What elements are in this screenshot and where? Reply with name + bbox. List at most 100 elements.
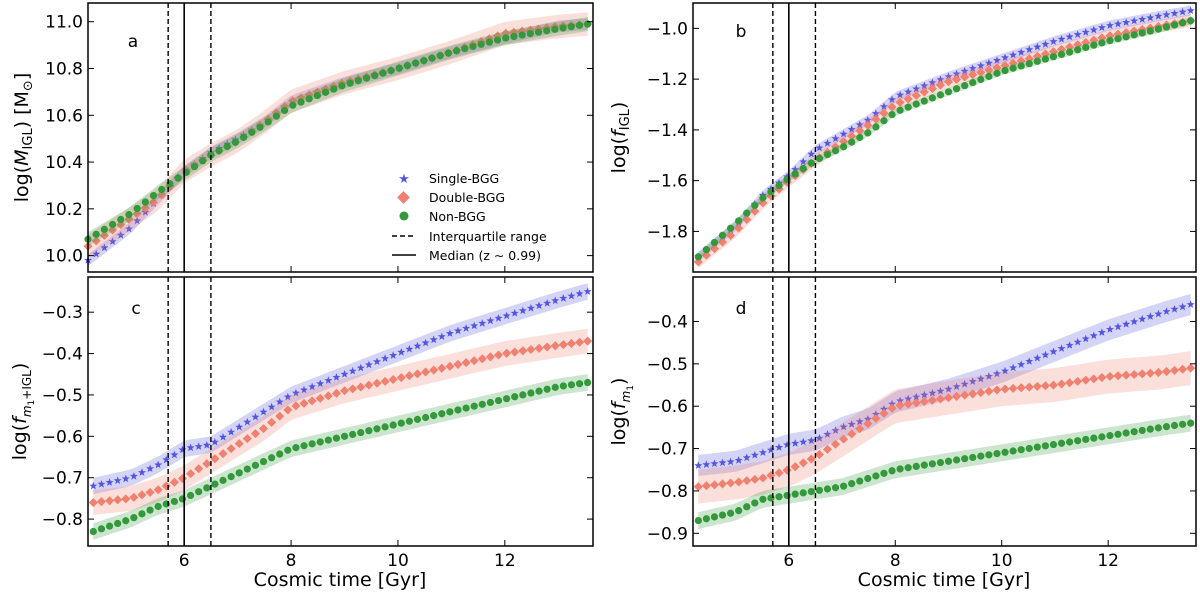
panel-a-single-point (116, 231, 125, 239)
panel-b-non-point (936, 91, 945, 99)
panel-b-non-point (953, 85, 961, 93)
legend-non-label: Non-BGG (429, 209, 486, 224)
panel-c-double-point (234, 439, 244, 449)
panel-b-non-point (1017, 62, 1025, 70)
panel-d-non-point (1154, 424, 1162, 432)
panel-d-non-point (1130, 428, 1138, 436)
panel-c-non-point (503, 395, 511, 403)
panel-c-non-point (519, 391, 527, 399)
panel-c-ytick-label: −0.6 (42, 427, 83, 447)
panel-a-non-point (215, 147, 223, 155)
panel-d-non-point (743, 503, 751, 511)
panel-c-frame (87, 276, 594, 547)
panel-a-double-point (116, 220, 126, 230)
panel-b-non-point (912, 100, 920, 108)
panel-c-single-point (121, 474, 130, 483)
panel-b-double-point (935, 80, 945, 90)
panel-b-non-point (1033, 57, 1041, 65)
panel-d-non-point (961, 455, 969, 463)
panel-d-single-point (807, 436, 816, 445)
panel-b-non-point (1066, 48, 1074, 56)
panel-d-xtick-label: 6 (783, 551, 794, 571)
panel-c-single-point (381, 354, 390, 362)
panel-b-single-point (1106, 21, 1114, 29)
panel-c-non-point (438, 410, 446, 418)
panel-a-non-point (485, 38, 493, 46)
panel-c-non-point (478, 400, 486, 408)
panel-b-ytick-label: −1.6 (647, 172, 688, 192)
panel-b-non-point (904, 103, 912, 111)
panel-b-single-point (1178, 7, 1187, 16)
panel-d-single-point (896, 396, 905, 405)
legend-single-marker: ★ (398, 172, 410, 187)
panel-b-single-point (1122, 18, 1131, 26)
panel-a-non-point (231, 138, 240, 146)
panel-d-non-point (969, 453, 977, 462)
panel-a-non-point (354, 77, 362, 85)
panel-c-non-point (130, 514, 138, 522)
panel-d-double-point (952, 391, 962, 401)
panel-b-ytick-label: −1.0 (647, 19, 688, 39)
panel-d-single-point (904, 394, 913, 403)
panel-d-single-point (1081, 334, 1090, 343)
panel-b-non-point (807, 159, 815, 167)
panel-c-non-point (365, 427, 373, 435)
panel-a-ytick-label: 10.6 (45, 106, 83, 126)
panel-c-double-point (315, 393, 325, 403)
panel-c-single-point (478, 319, 487, 327)
panel-a-non-point (133, 204, 141, 213)
panel-b-single-point (968, 64, 977, 72)
panel-b-single-point (984, 58, 993, 67)
panel-d-non-point (831, 484, 840, 492)
panel-d-single-point (1170, 305, 1179, 313)
panel-b-single-point (1162, 10, 1171, 19)
panel-c-single-point (243, 417, 252, 426)
panel-b-single-point (1114, 19, 1122, 28)
panel-d-single-point (1057, 344, 1066, 352)
panel-c-single-point (89, 481, 98, 490)
panel-b-non-point (985, 72, 993, 81)
panel-c-non-point (543, 385, 551, 393)
panel-b-non-point (775, 181, 783, 190)
panel-d-single-point (799, 437, 808, 446)
panel-c-non-point (122, 517, 130, 525)
panel-c-non-point (235, 469, 243, 477)
panel-d-non-point (727, 509, 735, 517)
panel-c-double-point (429, 365, 439, 375)
panel-d-single-point (863, 415, 872, 423)
panel-d-non-point (944, 457, 953, 465)
panel-b-single-point (1138, 15, 1147, 23)
panel-b-single-point (807, 149, 816, 158)
panel-d-non-point (993, 449, 1001, 458)
panel-b-single-point (1057, 35, 1066, 43)
panel-b-single-point (1025, 45, 1034, 53)
panel-d-single-point (1009, 363, 1018, 372)
panel-d-single-point (734, 456, 743, 464)
panel-c-non-point (454, 406, 462, 414)
panel-d-ytick-label: −0.6 (647, 397, 688, 417)
panel-d-single-point (742, 453, 751, 462)
panel-a-non-point (117, 215, 125, 224)
panel-d-ytick-label: −0.7 (647, 440, 688, 460)
panel-d-non-point (1033, 443, 1041, 451)
panel-d-single-point (976, 374, 985, 383)
panel-d-single-point (726, 457, 735, 466)
panel-d-non-point (1106, 431, 1114, 440)
panel-c-double-point (412, 369, 423, 379)
panel-a-non-point (100, 225, 108, 233)
panel-d-xtick-label: 10 (991, 551, 1013, 571)
panel-c-non-point (511, 393, 519, 401)
panel-b-double-point (927, 84, 937, 94)
panel-d-single-point (993, 369, 1001, 378)
panel-b-non-point (864, 129, 872, 137)
panel-b-double-point (750, 206, 760, 216)
panel-c-ytick-label: −0.8 (42, 510, 83, 530)
panel-c-double-point (145, 487, 155, 497)
panel-c-single-point (518, 306, 527, 315)
panel-c-double-point (299, 398, 309, 408)
panel-b-non-point (1138, 29, 1146, 37)
panel-a-non-point (371, 72, 379, 80)
panel-d-single-point (1130, 317, 1139, 326)
legend-non-marker (399, 211, 409, 221)
panel-d-single-point (1033, 353, 1042, 362)
